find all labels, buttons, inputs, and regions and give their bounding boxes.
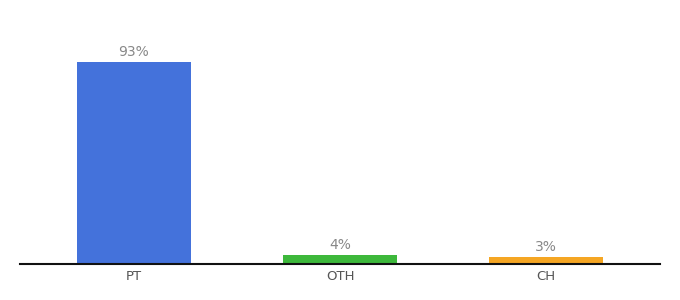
Bar: [77, 62, 190, 264]
Text: 93%: 93%: [118, 45, 149, 59]
Bar: [284, 255, 396, 264]
Text: 4%: 4%: [329, 238, 351, 252]
Bar: [490, 257, 603, 264]
Text: 3%: 3%: [535, 240, 557, 254]
